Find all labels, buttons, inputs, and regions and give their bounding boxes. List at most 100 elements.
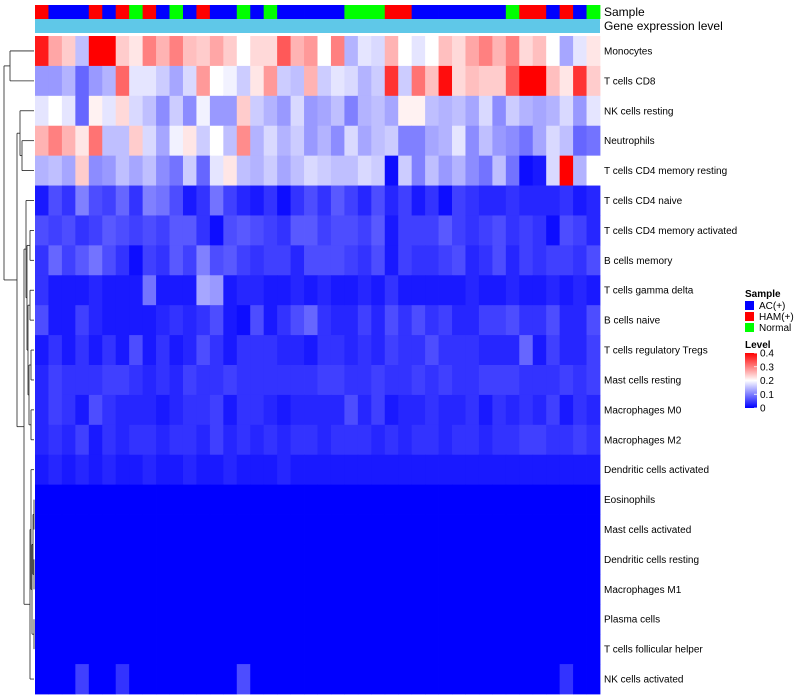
heatmap-cell bbox=[465, 95, 480, 127]
legend-tick-label: 0.4 bbox=[760, 349, 774, 360]
heatmap-cell bbox=[371, 185, 386, 216]
heatmap-cell bbox=[115, 604, 130, 635]
heatmap-cell bbox=[452, 664, 466, 695]
heatmap-cell bbox=[169, 484, 184, 515]
heatmap-cell bbox=[115, 305, 130, 336]
heatmap-cell bbox=[196, 155, 211, 186]
heatmap-cell bbox=[573, 664, 587, 695]
heatmap-cell bbox=[48, 484, 63, 515]
heatmap-cell bbox=[223, 125, 238, 157]
heatmap-cell bbox=[425, 36, 439, 67]
heatmap-cell bbox=[317, 245, 332, 276]
heatmap-cell bbox=[209, 394, 224, 426]
heatmap-cell bbox=[317, 125, 332, 157]
heatmap-cell bbox=[290, 544, 305, 575]
heatmap-cell bbox=[532, 484, 547, 515]
heatmap-cell bbox=[182, 95, 197, 127]
heatmap-cell bbox=[586, 305, 601, 336]
heatmap-cell bbox=[330, 484, 345, 515]
heatmap-cell bbox=[425, 424, 439, 456]
heatmap-cell bbox=[452, 454, 466, 486]
heatmap-cell bbox=[236, 215, 251, 246]
heatmap-cell bbox=[357, 544, 372, 575]
heatmap-cell bbox=[384, 185, 399, 216]
heatmap-cell bbox=[277, 454, 291, 486]
heatmap-cell bbox=[277, 604, 291, 635]
heatmap-cell bbox=[478, 155, 493, 186]
heatmap-cell bbox=[357, 604, 372, 635]
heatmap-cell bbox=[532, 245, 547, 276]
heatmap-cell bbox=[438, 125, 453, 157]
heatmap-cell bbox=[438, 634, 453, 665]
heatmap-cell bbox=[35, 185, 49, 216]
heatmap-cell bbox=[35, 454, 49, 486]
heatmap-cell bbox=[546, 424, 561, 456]
heatmap-cell bbox=[478, 394, 493, 426]
heatmap-cell bbox=[519, 275, 534, 306]
heatmap-cell bbox=[290, 95, 305, 127]
heatmap-cell bbox=[357, 215, 372, 246]
heatmap-cell bbox=[357, 155, 372, 186]
heatmap-cell bbox=[48, 185, 63, 216]
heatmap-cell bbox=[438, 215, 453, 246]
heatmap-cell bbox=[61, 634, 76, 665]
heatmap-cell bbox=[425, 185, 439, 216]
heatmap-cell bbox=[48, 245, 63, 276]
heatmap-cell bbox=[411, 335, 426, 366]
sample-annotation-cell bbox=[411, 5, 426, 19]
heatmap-cell bbox=[438, 365, 453, 396]
heatmap-cell bbox=[411, 604, 426, 635]
heatmap-cell bbox=[156, 125, 170, 157]
heatmap-cell bbox=[425, 95, 439, 127]
heatmap-cell bbox=[573, 185, 587, 216]
heatmap-cell bbox=[438, 185, 453, 216]
heatmap-cell bbox=[169, 394, 184, 426]
heatmap-cell bbox=[371, 215, 386, 246]
heatmap-cell bbox=[182, 125, 197, 157]
heatmap-cell bbox=[115, 275, 130, 306]
heatmap-cell bbox=[156, 275, 170, 306]
heatmap-cell bbox=[317, 514, 332, 545]
heatmap-cell bbox=[61, 394, 76, 426]
heatmap-cell bbox=[438, 604, 453, 635]
heatmap-cell bbox=[209, 424, 224, 456]
heatmap-cell bbox=[452, 215, 466, 246]
heatmap-cell bbox=[48, 574, 63, 605]
heatmap-cell bbox=[290, 634, 305, 665]
heatmap-cell bbox=[48, 36, 63, 67]
heatmap-cell bbox=[559, 574, 574, 605]
heatmap-cell bbox=[304, 365, 318, 396]
heatmap-cell bbox=[330, 155, 345, 186]
heatmap-cell bbox=[344, 454, 359, 486]
heatmap-cell bbox=[129, 604, 144, 635]
heatmap-cell bbox=[317, 185, 332, 216]
heatmap-cell bbox=[290, 604, 305, 635]
heatmap-cell bbox=[438, 484, 453, 515]
heatmap-cell bbox=[492, 185, 507, 216]
heatmap-cell bbox=[357, 424, 372, 456]
heatmap-cell bbox=[48, 634, 63, 665]
heatmap-cell bbox=[425, 484, 439, 515]
heatmap-cell bbox=[505, 514, 520, 545]
heatmap-cell bbox=[452, 125, 466, 157]
heatmap-cell bbox=[546, 514, 561, 545]
heatmap-cell bbox=[142, 155, 157, 186]
heatmap-cell bbox=[411, 454, 426, 486]
heatmap-cell bbox=[330, 514, 345, 545]
heatmap-cell bbox=[182, 574, 197, 605]
heatmap-cell bbox=[196, 574, 211, 605]
heatmap-cell bbox=[250, 394, 265, 426]
heatmap-cell bbox=[196, 544, 211, 575]
heatmap-cell bbox=[465, 484, 480, 515]
heatmap-cell bbox=[290, 275, 305, 306]
heatmap-cell bbox=[35, 65, 49, 97]
heatmap-cell bbox=[357, 125, 372, 157]
heatmap-cell bbox=[398, 245, 413, 276]
heatmap-cell bbox=[465, 394, 480, 426]
heatmap-cell bbox=[115, 215, 130, 246]
heatmap-cell bbox=[398, 65, 413, 97]
heatmap-cell bbox=[559, 544, 574, 575]
heatmap-cell bbox=[371, 634, 386, 665]
heatmap-cell bbox=[129, 574, 144, 605]
